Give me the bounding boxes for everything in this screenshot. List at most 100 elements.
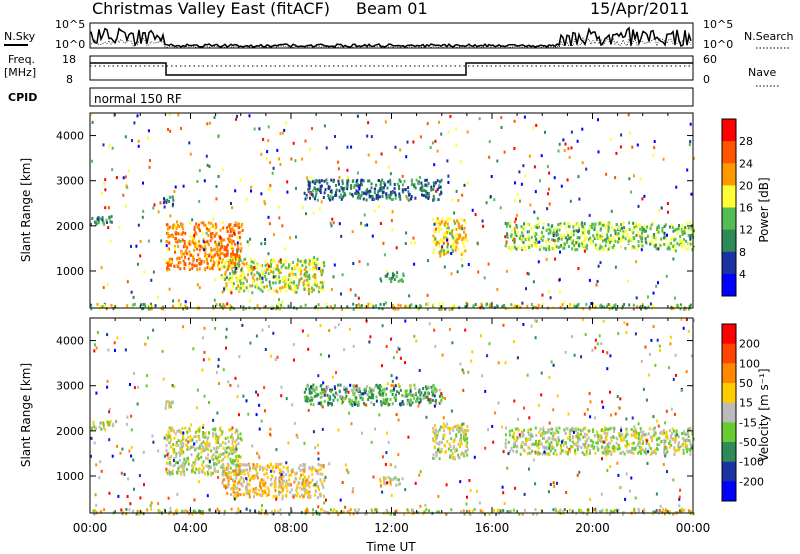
echo-cell	[176, 240, 179, 244]
echo-cell	[175, 452, 178, 456]
echo-cell	[307, 288, 310, 292]
echo-cell	[687, 248, 689, 251]
echo-cell	[215, 226, 218, 230]
echo-cell	[259, 288, 262, 292]
echo-cell	[460, 439, 463, 443]
echo-cell	[369, 396, 372, 400]
echo-cell	[432, 438, 435, 442]
echo-cell	[302, 480, 304, 484]
echo-cell	[442, 422, 445, 426]
echo-cell	[616, 240, 619, 244]
echo-cell	[544, 452, 547, 456]
echo-cell	[307, 187, 310, 191]
echo-cell	[353, 401, 356, 405]
echo-cell	[173, 245, 176, 249]
echo-cell	[231, 242, 233, 246]
echo-cell	[597, 448, 600, 452]
echo-cell	[545, 447, 548, 451]
echo-cell	[399, 356, 402, 360]
echo-cell	[584, 445, 587, 449]
echo-cell	[353, 391, 356, 395]
echo-cell	[440, 440, 443, 444]
echo-cell	[596, 279, 599, 283]
echo-cell	[356, 196, 359, 200]
echo-cell	[300, 473, 302, 477]
echo-cell	[239, 279, 242, 283]
echo-cell	[640, 430, 642, 434]
echo-cell	[647, 450, 650, 454]
echo-cell	[179, 261, 182, 264]
echo-cell	[568, 433, 571, 437]
echo-cell	[599, 243, 602, 247]
echo-cell	[585, 450, 588, 454]
echo-cell	[357, 403, 360, 407]
echo-cell	[260, 479, 263, 483]
echo-cell	[238, 470, 241, 474]
echo-cell	[312, 288, 315, 292]
echo-cell	[243, 262, 246, 266]
echo-cell	[249, 284, 252, 288]
echo-cell	[646, 234, 649, 238]
echo-cell	[198, 467, 201, 471]
echo-cell	[269, 184, 272, 188]
echo-cell	[435, 189, 438, 193]
echo-cell	[227, 258, 230, 262]
echo-cell	[319, 287, 322, 291]
echo-cell	[174, 185, 177, 189]
echo-cell	[331, 388, 334, 392]
echo-cell	[631, 416, 634, 420]
echo-cell	[438, 440, 441, 444]
echo-cell	[211, 471, 214, 475]
echo-cell	[255, 492, 258, 496]
echo-cell	[248, 114, 251, 118]
echo-cell	[446, 248, 449, 252]
echo-cell	[602, 350, 604, 353]
echo-cell	[313, 467, 316, 471]
echo-cell	[116, 444, 119, 448]
echo-cell	[318, 180, 321, 184]
echo-cell	[552, 452, 555, 456]
echo-cell	[427, 398, 430, 402]
echo-cell	[182, 259, 185, 263]
echo-cell	[381, 195, 384, 198]
echo-cell	[106, 379, 109, 383]
echo-cell	[437, 224, 440, 228]
echo-cell	[193, 239, 196, 243]
echo-cell	[315, 274, 317, 278]
echo-cell	[213, 428, 216, 432]
echo-cell	[322, 288, 325, 292]
echo-cell	[441, 217, 444, 221]
echo-cell	[202, 240, 205, 244]
echo-cell	[583, 247, 586, 251]
echo-cell	[548, 171, 551, 175]
echo-cell	[666, 436, 669, 440]
echo-cell	[229, 240, 232, 244]
echo-cell	[520, 236, 523, 240]
echo-cell	[405, 304, 408, 308]
echo-cell	[555, 230, 558, 234]
echo-cell	[681, 233, 684, 236]
echo-cell	[248, 263, 251, 267]
echo-cell	[530, 227, 533, 231]
echo-cell	[347, 390, 350, 394]
echo-cell	[173, 436, 176, 440]
echo-cell	[198, 457, 200, 461]
echo-cell	[573, 245, 576, 249]
echo-cell	[167, 496, 170, 500]
echo-cell	[516, 356, 519, 360]
echo-cell	[243, 472, 246, 476]
echo-cell	[631, 446, 634, 450]
echo-cell	[656, 419, 659, 423]
echo-cell	[587, 444, 590, 447]
echo-cell	[401, 400, 404, 404]
echo-cell	[427, 197, 430, 200]
echo-cell	[126, 304, 129, 308]
echo-cell	[513, 242, 516, 246]
echo-cell	[205, 240, 208, 244]
echo-cell	[496, 159, 499, 163]
echo-cell	[256, 471, 259, 475]
echo-cell	[251, 444, 254, 448]
echo-cell	[360, 304, 363, 308]
echo-cell	[379, 277, 382, 281]
echo-cell	[688, 143, 691, 147]
